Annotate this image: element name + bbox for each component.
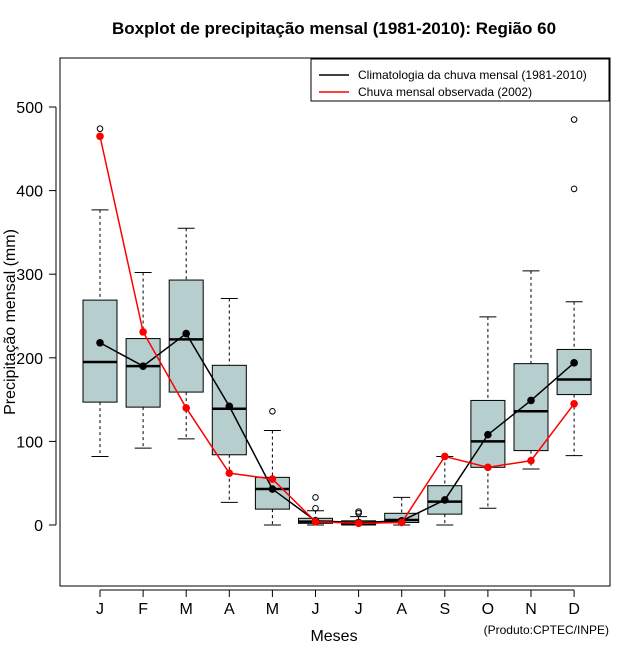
series-point-0 [96, 338, 104, 347]
box-iqr [556, 348, 592, 396]
x-tick-label: N [525, 601, 537, 618]
outlier-point [269, 408, 276, 415]
x-tick-label: F [138, 601, 148, 618]
series-point-0 [527, 396, 535, 405]
x-tick-label: J [355, 601, 363, 618]
outlier-point [96, 125, 104, 133]
x-tick-label: D [568, 601, 580, 618]
y-tick-label: 0 [34, 518, 43, 535]
y-axis: 0 100 200 300 400 500 [16, 100, 57, 535]
box-iqr [125, 338, 161, 408]
y-tick-label: 200 [16, 351, 43, 368]
box-O [470, 316, 506, 509]
series-point-0 [441, 496, 449, 504]
chart-title: Boxplot de precipitação mensal (1981-201… [112, 19, 556, 38]
plot-frame [59, 57, 611, 587]
legend-label-climatology: Climatologia da chuva mensal (1981-2010) [358, 68, 587, 82]
x-tick-label: S [439, 601, 450, 618]
legend: Climatologia da chuva mensal (1981-2010)… [310, 58, 610, 102]
series-line-1 [99, 136, 575, 525]
series-layer [96, 132, 578, 528]
y-tick-label: 100 [16, 434, 43, 451]
box-iqr [82, 299, 118, 403]
series-point-0 [182, 329, 190, 338]
series-point-1 [225, 469, 234, 477]
y-axis-label: Precipitação mensal (mm) [2, 229, 19, 415]
product-credit: (Produto:CPTEC/INPE) [484, 623, 609, 637]
series-line-0 [99, 332, 575, 524]
series-point-1 [484, 463, 492, 472]
series-point-1 [182, 404, 190, 412]
series-point-0 [484, 430, 492, 439]
x-tick-label: O [482, 601, 494, 618]
series-point-1 [268, 475, 277, 483]
y-tick-label: 300 [16, 267, 43, 284]
x-tick-label: J [312, 601, 320, 618]
x-tick-label: J [96, 601, 104, 618]
x-tick-label: A [396, 601, 407, 618]
legend-box [310, 58, 610, 102]
x-axis-label: Meses [310, 628, 357, 645]
x-tick-label: M [180, 601, 193, 618]
box-iqr [513, 363, 549, 452]
outlier-point [570, 116, 578, 123]
outlier-point [355, 508, 362, 515]
series-point-1 [311, 517, 320, 526]
box-A [211, 297, 247, 503]
box-S [427, 455, 463, 526]
y-tick-label: 400 [16, 184, 43, 201]
series-point-1 [96, 132, 104, 141]
series-point-0 [570, 359, 578, 367]
box-N [513, 270, 549, 470]
outlier-point [570, 185, 578, 193]
x-tick-label: A [224, 601, 235, 618]
outlier-point [312, 494, 319, 501]
box-J [82, 125, 118, 457]
x-tick-label: M [266, 601, 279, 618]
series-point-1 [441, 452, 449, 461]
series-point-0 [139, 362, 147, 370]
y-tick-label: 500 [16, 100, 43, 117]
box-F [125, 272, 161, 449]
series-point-1 [527, 456, 535, 465]
series-point-0 [268, 485, 277, 493]
series-point-1 [354, 519, 363, 528]
series-point-0 [225, 402, 234, 411]
series-point-1 [139, 328, 147, 336]
series-point-1 [570, 399, 578, 408]
series-point-1 [397, 518, 406, 527]
legend-label-observed: Chuva mensal observada (2002) [358, 85, 532, 99]
outlier-point [312, 504, 319, 512]
